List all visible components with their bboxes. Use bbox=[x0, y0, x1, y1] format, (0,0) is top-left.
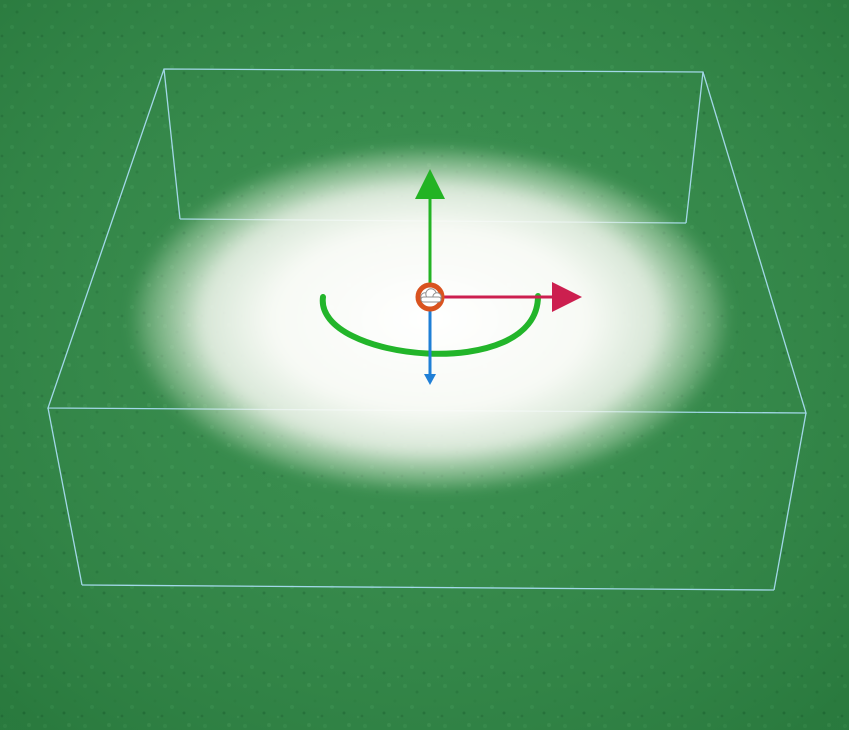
bounding-box-left-vertical-edge bbox=[163, 68, 181, 220]
bounding-box-bottom-edge bbox=[81, 584, 775, 591]
bounding-box-left-front-edge bbox=[47, 407, 83, 586]
bounding-box-right-vertical-edge bbox=[685, 71, 704, 224]
bounding-box-right-front-edge bbox=[773, 412, 807, 591]
bounding-box bbox=[47, 68, 807, 591]
cloud-icon bbox=[420, 288, 442, 303]
rotation-ring[interactable] bbox=[319, 293, 541, 357]
z-axis-arrow-head[interactable] bbox=[424, 374, 436, 385]
